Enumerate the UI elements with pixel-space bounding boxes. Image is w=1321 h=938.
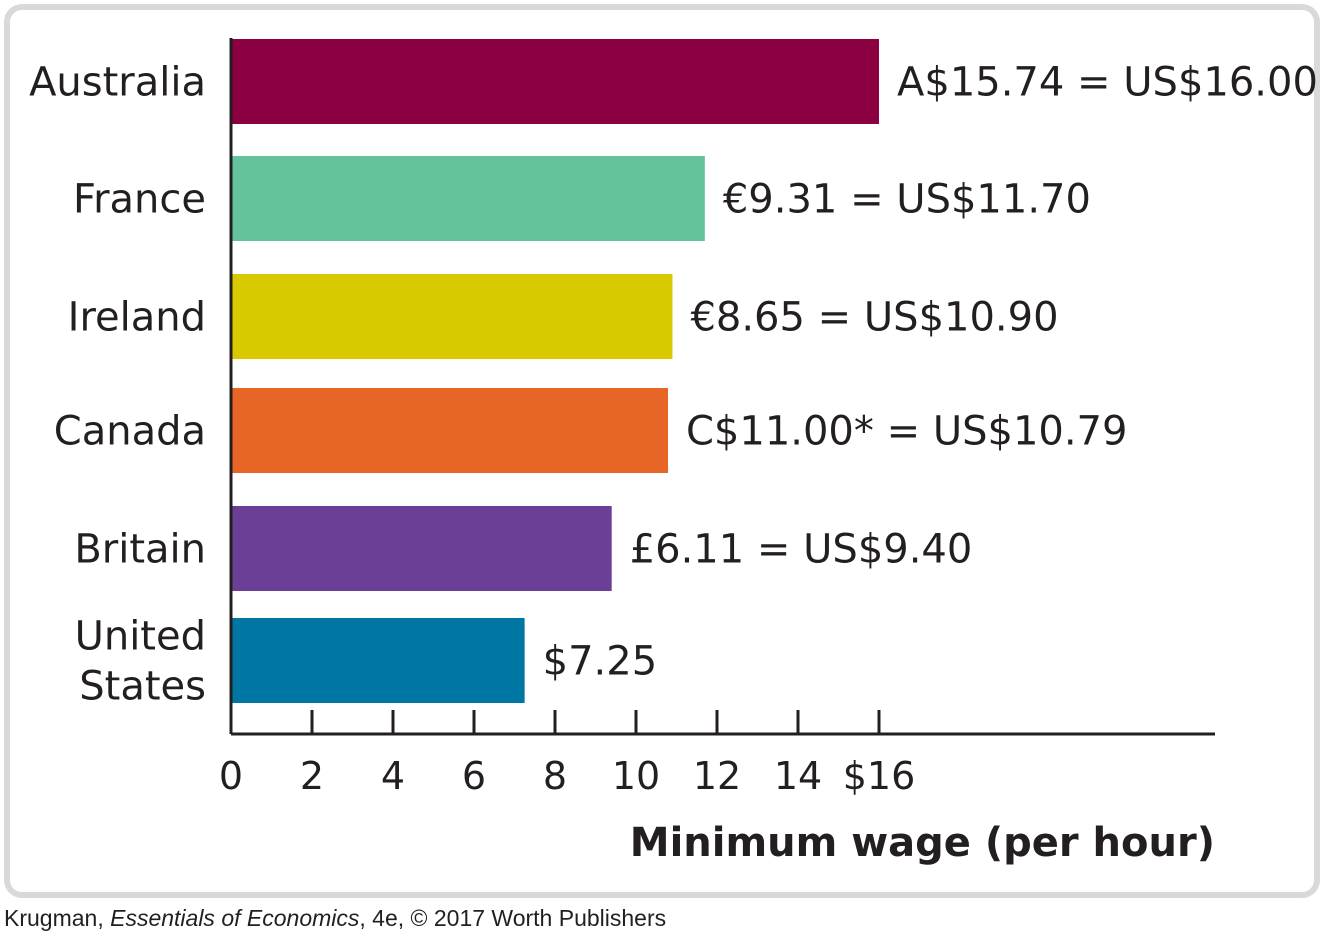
category-label-3: Canada: [54, 409, 206, 455]
x-tick-label-3: 6: [462, 754, 486, 798]
bar-5: [231, 618, 525, 703]
value-label-0: A$15.74 = US$16.00: [897, 60, 1318, 106]
value-label-1: €9.31 = US$11.70: [723, 177, 1091, 223]
credit-rest: , 4e, © 2017 Worth Publishers: [359, 905, 667, 931]
value-labels: A$15.74 = US$16.00 €9.31 = US$11.70 €8.65 …: [543, 60, 1318, 685]
x-tick-label-7: 14: [774, 754, 822, 798]
category-label-line-2-0: Ireland: [68, 295, 206, 341]
x-tick-label-1: 2: [300, 754, 324, 798]
category-label-line-5-0: United: [75, 614, 206, 660]
credit-title: Essentials of Economics: [110, 905, 360, 931]
category-label-line-3-0: Canada: [54, 409, 206, 455]
x-tick-label-5: 10: [612, 754, 660, 798]
bar-0: [231, 39, 879, 124]
bar-1: [231, 156, 705, 241]
x-tick-label-8: $16: [843, 754, 916, 798]
category-label-0: Australia: [29, 60, 206, 106]
x-tick-label-4: 8: [543, 754, 567, 798]
category-label-1: France: [73, 177, 206, 223]
category-labels: Australia France Ireland Canada Britain Unite…: [29, 60, 206, 710]
x-tick-label-2: 4: [381, 754, 405, 798]
category-label-line-0-0: Australia: [29, 60, 206, 106]
value-label-3: C$11.00* = US$10.79: [686, 409, 1127, 455]
x-axis-title: Minimum wage (per hour): [630, 820, 1215, 866]
bars-group: [231, 39, 879, 703]
value-label-2: €8.65 = US$10.90: [690, 295, 1058, 341]
source-credit: Krugman, Essentials of Economics, 4e, © …: [4, 905, 666, 932]
credit-author: Krugman,: [4, 905, 111, 931]
category-label-line-1-0: France: [73, 177, 206, 223]
value-label-4: £6.11 = US$9.40: [630, 527, 973, 573]
category-label-line-4-0: Britain: [74, 527, 206, 573]
x-axis: 0 2 4 6 8 10 12 14 $16: [219, 38, 1215, 798]
x-tick-label-0: 0: [219, 754, 243, 798]
category-label-2: Ireland: [68, 295, 206, 341]
bar-4: [231, 506, 612, 591]
category-label-line-5-1: States: [79, 664, 206, 710]
category-label-4: Britain: [74, 527, 206, 573]
category-label-5: United States: [75, 614, 206, 710]
x-tick-label-6: 12: [693, 754, 741, 798]
value-label-5: $7.25: [543, 639, 658, 685]
bar-2: [231, 274, 673, 359]
bar-3: [231, 388, 668, 473]
